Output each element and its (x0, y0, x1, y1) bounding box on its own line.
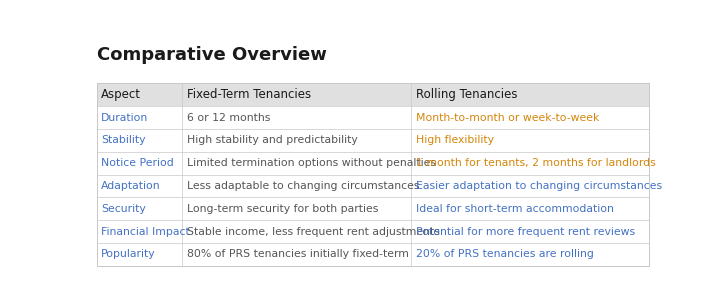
Text: 1 month for tenants, 2 months for landlords: 1 month for tenants, 2 months for landlo… (416, 158, 656, 168)
Bar (97, 243, 648, 266)
Text: Popularity: Popularity (101, 250, 156, 260)
Text: 20% of PRS tenancies are rolling: 20% of PRS tenancies are rolling (416, 250, 594, 260)
Text: Potential for more frequent rent reviews: Potential for more frequent rent reviews (416, 227, 635, 237)
Text: Security: Security (101, 204, 146, 214)
Text: Stability: Stability (101, 135, 145, 145)
Bar (97, 220, 648, 243)
Text: Limited termination options without penalties: Limited termination options without pena… (187, 158, 435, 168)
Text: 80% of PRS tenancies initially fixed-term: 80% of PRS tenancies initially fixed-ter… (187, 250, 409, 260)
Text: Comparative Overview: Comparative Overview (97, 46, 326, 64)
Text: Stable income, less frequent rent adjustments: Stable income, less frequent rent adjust… (187, 227, 440, 237)
Bar (97, 197, 648, 220)
Text: Notice Period: Notice Period (101, 158, 174, 168)
Text: High flexibility: High flexibility (416, 135, 494, 145)
Text: Rolling Tenancies: Rolling Tenancies (416, 88, 517, 101)
Bar (97, 83, 648, 266)
Bar (97, 106, 648, 129)
Text: Duration: Duration (101, 112, 148, 123)
Text: High stability and predictability: High stability and predictability (187, 135, 358, 145)
Text: Month-to-month or week-to-week: Month-to-month or week-to-week (416, 112, 599, 123)
Text: Financial Impact: Financial Impact (101, 227, 190, 237)
Text: 6 or 12 months: 6 or 12 months (187, 112, 270, 123)
Bar (97, 129, 648, 152)
Bar (97, 152, 648, 174)
Text: Ideal for short-term accommodation: Ideal for short-term accommodation (416, 204, 614, 214)
Bar (97, 174, 648, 197)
Bar (97, 83, 648, 106)
Text: Adaptation: Adaptation (101, 181, 161, 191)
Text: Long-term security for both parties: Long-term security for both parties (187, 204, 378, 214)
Text: Easier adaptation to changing circumstances: Easier adaptation to changing circumstan… (416, 181, 662, 191)
Text: Fixed-Term Tenancies: Fixed-Term Tenancies (187, 88, 310, 101)
Text: Less adaptable to changing circumstances: Less adaptable to changing circumstances (187, 181, 419, 191)
Text: Aspect: Aspect (101, 88, 141, 101)
